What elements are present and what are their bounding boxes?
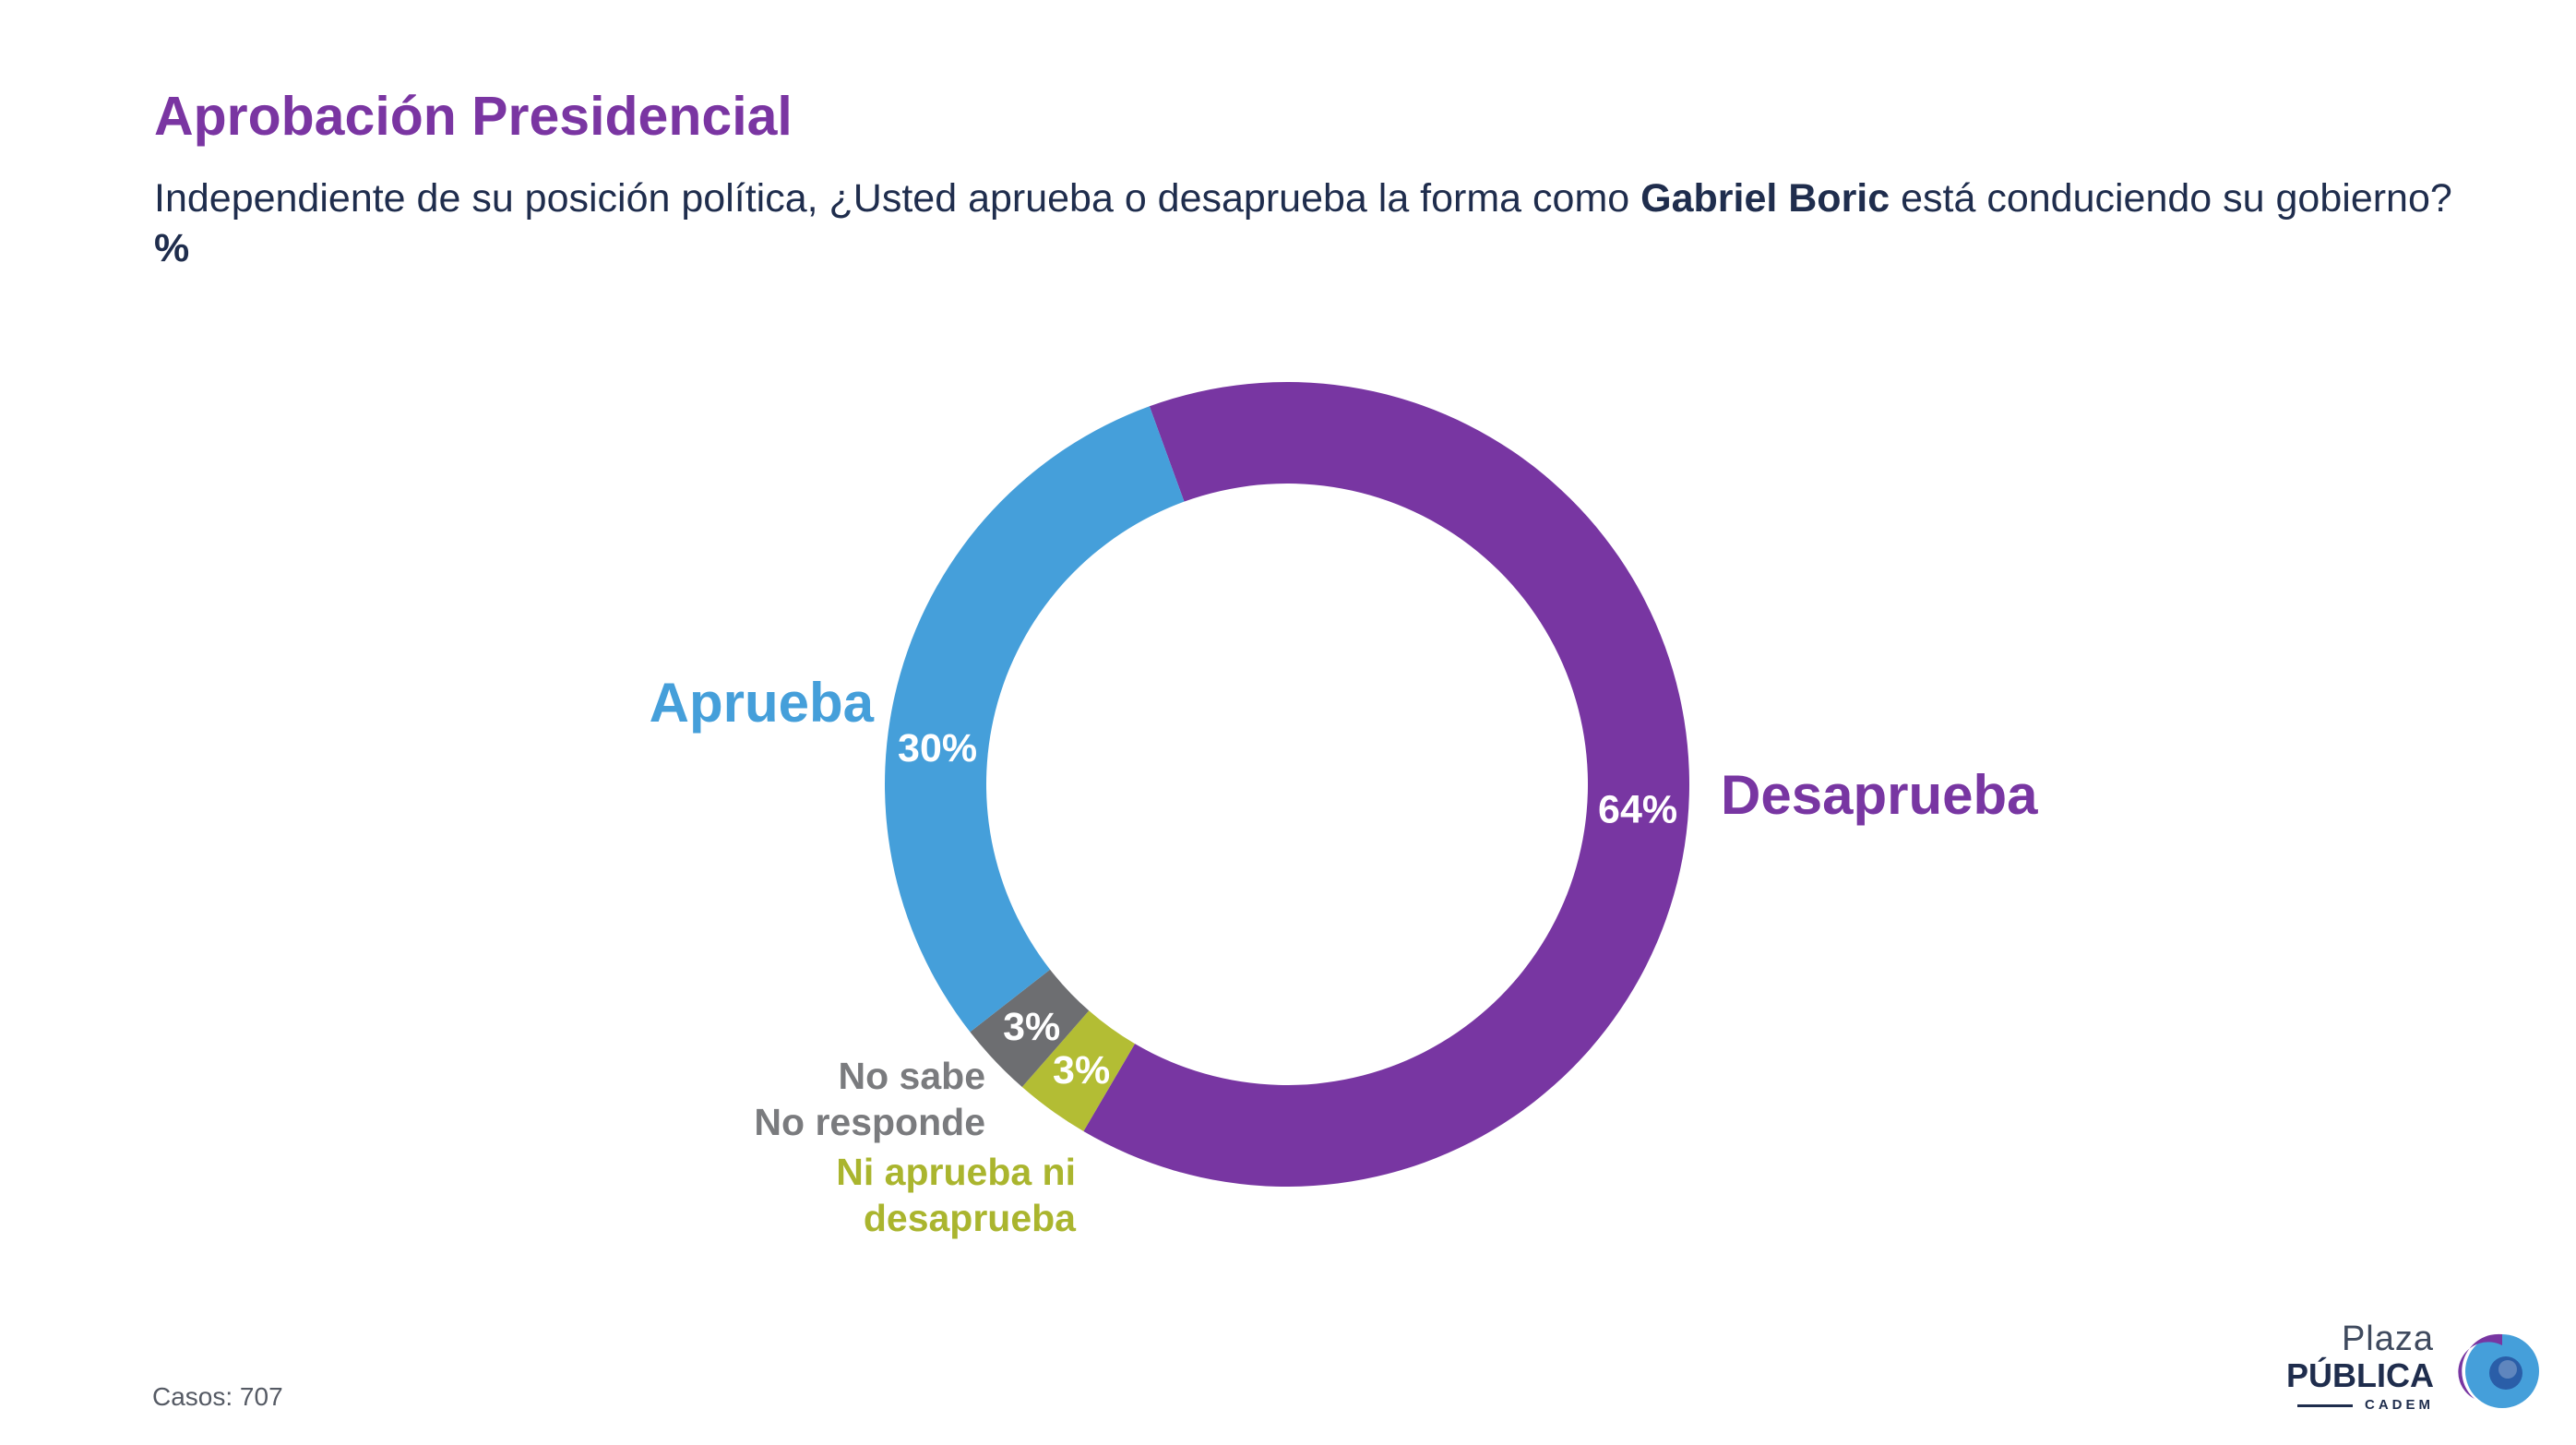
value-label-no-sabe-no-responde: 3% — [1003, 1005, 1060, 1049]
value-label-desaprueba: 64% — [1598, 788, 1677, 832]
logo-text-cadem: CADEM — [2365, 1397, 2434, 1413]
logo-text-plaza: Plaza — [2341, 1320, 2434, 1358]
chart-title: Aprobación Presidencial — [154, 86, 793, 147]
slice-ni-aprueba-ni-desaprueba — [1021, 1010, 1136, 1132]
slice-desaprueba — [1083, 381, 1690, 1187]
value-label-ni-aprueba-ni-desaprueba: 3% — [1053, 1048, 1110, 1093]
question-text-2: está conduciendo su gobierno? — [1890, 176, 2452, 221]
label-ns-line1: No sabe — [839, 1055, 986, 1097]
donut-slices — [885, 381, 1690, 1187]
question-text-1: Independiente de su posición política, ¿… — [154, 176, 1641, 221]
label-ns-line2: No responde — [754, 1101, 985, 1143]
plaza-publica-cadem-logo: Plaza PÚBLICA CADEM — [2286, 1320, 2546, 1421]
slice-aprueba — [885, 406, 1185, 1033]
sample-size-note: Casos: 707 — [152, 1382, 283, 1411]
label-ni-line1: Ni aprueba ni — [836, 1151, 1076, 1193]
donut-value-labels: 64% 3%3% 30% — [898, 726, 1677, 1093]
chart-subtitle: Independiente de su posición política, ¿… — [154, 173, 2461, 273]
question-unit: % — [154, 226, 190, 270]
logo-underline — [2297, 1404, 2353, 1407]
question-president-name: Gabriel Boric — [1640, 176, 1890, 221]
logo-text-publica: PÚBLICA — [2286, 1356, 2434, 1394]
value-label-aprueba: 30% — [898, 726, 977, 770]
label-aprueba: Aprueba — [650, 672, 875, 734]
slice-no-sabe-no-responde — [970, 969, 1090, 1088]
label-desaprueba: Desaprueba — [1721, 764, 2038, 826]
donut-category-labels: Aprueba Desaprueba No sabe No responde N… — [650, 672, 2038, 1239]
logo-mark-icon — [2458, 1333, 2539, 1408]
label-ni-line2: desaprueba — [864, 1197, 1077, 1239]
